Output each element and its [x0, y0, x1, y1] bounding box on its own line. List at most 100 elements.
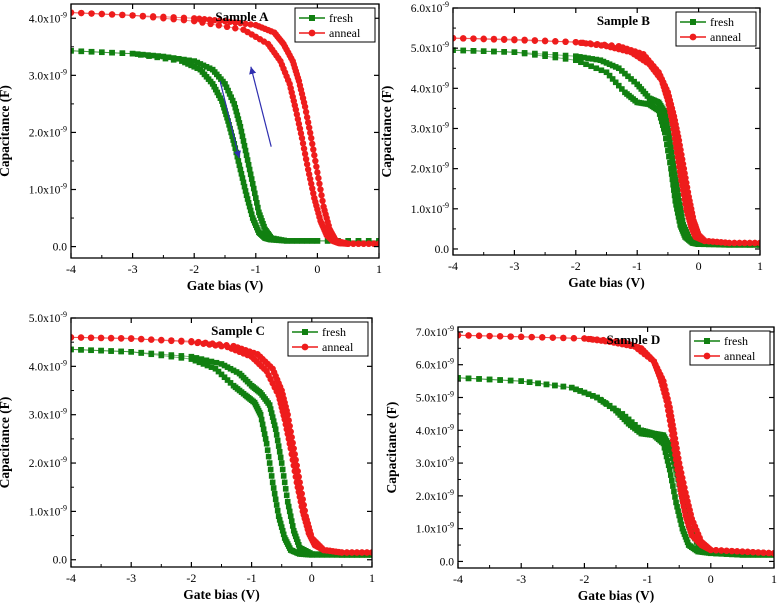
data-point-anneal [302, 513, 309, 520]
data-point-fresh [668, 171, 675, 177]
data-point-fresh [267, 406, 274, 412]
data-point-anneal [170, 14, 177, 21]
x-tick-label: -4 [66, 262, 76, 276]
legend-box [675, 11, 757, 47]
data-point-fresh [247, 171, 254, 178]
data-point-anneal [307, 175, 314, 183]
x-tick-label: -3 [128, 262, 138, 276]
data-point-fresh [262, 436, 269, 442]
data-point-anneal [518, 333, 525, 341]
data-point-fresh [238, 171, 245, 177]
data-point-fresh [221, 104, 227, 111]
data-point-anneal [458, 331, 462, 339]
data-point-fresh [671, 187, 677, 193]
data-point-anneal [675, 454, 682, 462]
data-point-fresh [258, 416, 265, 423]
data-point-fresh [663, 117, 670, 124]
data-point-fresh [239, 133, 246, 140]
data-point-anneal [293, 111, 301, 118]
data-point-fresh [324, 238, 331, 244]
data-point-fresh [239, 175, 246, 181]
data-point-anneal [305, 171, 313, 178]
data-point-fresh [634, 81, 640, 88]
data-point-fresh [672, 171, 678, 177]
data-point-fresh [233, 108, 240, 115]
data-point-fresh [206, 65, 213, 72]
y-axis-title: Capacitance (F) [0, 397, 12, 489]
data-point-anneal [297, 484, 304, 492]
data-point-fresh [226, 122, 232, 128]
data-point-fresh [212, 86, 219, 93]
data-point-fresh [314, 551, 320, 557]
data-point-fresh [279, 466, 286, 473]
data-point-fresh [276, 448, 283, 455]
data-point-fresh [230, 367, 237, 374]
x-tick-label: 1 [757, 259, 763, 273]
data-point-fresh [186, 57, 192, 64]
data-point-fresh [188, 353, 195, 360]
data-point-anneal [562, 38, 569, 46]
data-point-fresh [249, 180, 256, 187]
legend-label-fresh: fresh [710, 15, 734, 29]
data-point-fresh [665, 147, 671, 154]
data-point-fresh [675, 214, 682, 220]
data-point-fresh [286, 508, 293, 515]
data-point-fresh [140, 51, 146, 58]
data-point-fresh [588, 63, 594, 70]
y-axis-title: Capacitance (F) [384, 402, 399, 494]
data-point-fresh [612, 64, 619, 70]
data-point-fresh [273, 432, 280, 438]
data-point-fresh [615, 82, 622, 89]
y-tick-label: 1.0x10-9 [29, 503, 67, 518]
data-point-fresh [264, 447, 271, 453]
data-point-fresh [612, 79, 619, 86]
data-point-fresh [272, 426, 279, 433]
data-point-fresh [203, 357, 210, 364]
y-tick-label: 2.0x10-9 [29, 124, 67, 139]
data-point-fresh [734, 551, 740, 558]
data-point-fresh [283, 492, 290, 499]
data-point-anneal [313, 163, 320, 170]
data-point-fresh [194, 59, 201, 66]
data-point-fresh [109, 49, 115, 56]
data-point-anneal [304, 119, 312, 126]
y-tick-label: 3.0x10-9 [29, 67, 67, 82]
data-point-fresh [677, 206, 684, 212]
data-point-fresh [718, 550, 725, 557]
data-point-fresh [224, 114, 230, 121]
data-point-fresh [270, 485, 277, 491]
legend-marker-fresh [704, 338, 710, 344]
data-point-fresh [628, 76, 634, 82]
panel-b: -4 -3 -2 -1 0 1 0.0 1.0x10-9 2.0x10-9 3.0x10-9 4.0… [379, 0, 763, 290]
data-point-fresh [265, 453, 272, 460]
x-tick-label: -1 [251, 262, 261, 276]
data-point-fresh [235, 158, 242, 164]
data-point-fresh [606, 402, 613, 409]
sweep-down-arrow [219, 80, 241, 159]
panel-title: Sample B [597, 13, 650, 28]
data-point-fresh [573, 53, 579, 59]
data-point-anneal [296, 479, 303, 486]
data-point-fresh [258, 215, 264, 221]
data-point-anneal [552, 38, 559, 45]
data-point-fresh [291, 530, 298, 537]
data-point-anneal [295, 473, 302, 480]
data-point-fresh [237, 166, 244, 173]
data-point-fresh [476, 376, 482, 382]
data-point-anneal [318, 192, 325, 199]
data-point-fresh [242, 188, 249, 194]
data-point-anneal [712, 547, 720, 554]
data-point-fresh [593, 56, 600, 63]
data-point-anneal [77, 334, 85, 341]
data-point-anneal [350, 240, 357, 247]
data-point-fresh [460, 47, 467, 54]
series-line-anneal-branch-1 [453, 37, 760, 244]
data-point-fresh [227, 380, 234, 386]
data-point-fresh [209, 81, 216, 87]
data-point-fresh [254, 200, 260, 206]
data-point-anneal [579, 39, 587, 47]
data-point-fresh [204, 362, 211, 369]
data-point-anneal [672, 440, 680, 447]
data-point-fresh [88, 347, 94, 354]
x-tick-label: -2 [579, 572, 589, 586]
